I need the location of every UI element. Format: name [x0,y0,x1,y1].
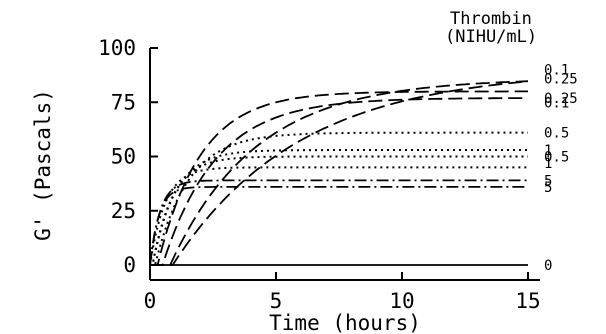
series-line [150,90,528,266]
series-line [149,185,528,266]
series-line [149,179,528,266]
series-line [150,155,528,266]
series-label: 1 [544,156,552,172]
x-tick-label: 5 [270,289,283,313]
x-tick-label: 10 [389,289,414,313]
y-tick-label: 25 [111,199,136,223]
series-label: 0.1 [544,63,569,79]
y-tick-label: 0 [123,253,136,277]
series-label: 0 [544,258,552,274]
series-label: 0.5 [544,126,569,142]
x-axis-title: Time (hours) [269,311,421,334]
series-line [150,80,529,266]
series-label: 1 [544,143,552,159]
x-tick-label: 15 [515,289,540,313]
series-label: 0.25 [544,71,578,87]
ticks-layer: 0 25 50 75 100 0 5 10 15 [98,36,541,313]
legend-title-line-1: Thrombin [450,9,532,29]
series-label: 5 [544,173,552,189]
series-layer [149,80,529,266]
y-axis-title: G' (Pascals) [31,89,55,241]
series-line [149,166,528,266]
series-label: 5 [544,180,552,196]
series-line [150,131,528,266]
series-line [150,80,529,266]
y-tick-label: 75 [111,90,136,114]
y-tick-label: 50 [111,145,136,169]
legend-title-line-2: (NIHU/mL) [445,27,537,47]
series-label: 0.5 [544,150,569,166]
series-label: 0.25 [544,91,578,107]
series-line [150,97,528,266]
y-tick-label: 100 [98,36,136,60]
series-label: 0.1 [544,95,569,111]
x-tick-label: 0 [144,289,157,313]
